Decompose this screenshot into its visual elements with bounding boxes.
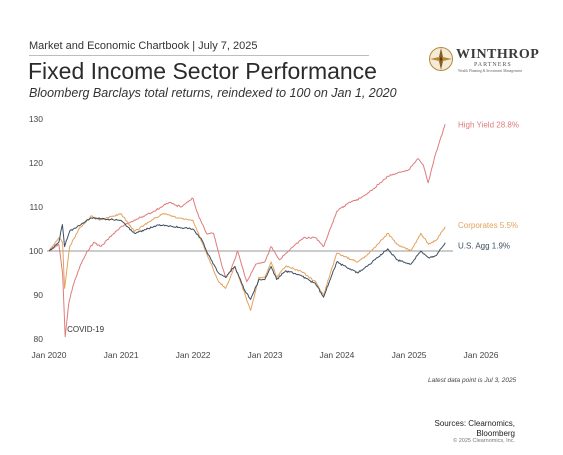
logo-subname: PARTNERS (474, 62, 512, 68)
covid-annotation: COVID-19 (67, 325, 104, 334)
x-axis: Jan 2020 Jan 2021 Jan 2022 Jan 2023 Jan 2024… (32, 350, 499, 360)
y-tick-label: 130 (29, 114, 43, 124)
copyright: © 2025 Clearnomics, Inc. (453, 438, 515, 444)
chartbook-header: Market and Economic Chartbook | July 7, … (29, 40, 258, 52)
y-tick-label: 100 (29, 246, 43, 256)
compass-rose-icon (429, 47, 453, 71)
x-tick-label: Jan 2020 (32, 350, 67, 360)
chart-title: Fixed Income Sector Performance (28, 58, 377, 84)
y-axis: 80 90 100 110 120 130 (29, 114, 43, 344)
x-tick-label: Jan 2021 (104, 350, 139, 360)
y-tick-label: 120 (29, 158, 43, 168)
series-end-label: Corporates 5.5% (458, 221, 518, 230)
series-end-label: High Yield 28.8% (458, 120, 519, 129)
series-line-high-yield (48, 124, 446, 338)
x-tick-label: Jan 2026 (464, 350, 499, 360)
series-layer (47, 124, 453, 338)
logo-tagline: Wealth Planning & Investment Management (458, 69, 522, 73)
x-tick-label: Jan 2025 (392, 350, 427, 360)
logo-name: WINTHROP (456, 47, 540, 62)
x-tick-label: Jan 2022 (176, 350, 211, 360)
series-line-u-s-agg (48, 216, 446, 300)
series-end-label: U.S. Agg 1.9% (458, 242, 510, 251)
y-tick-label: 110 (29, 202, 43, 212)
sources: Sources: Clearnomics, Bloomberg (435, 419, 515, 439)
chart-subtitle: Bloomberg Barclays total returns, reinde… (29, 86, 397, 100)
y-tick-label: 90 (34, 290, 44, 300)
sources-line-2: Bloomberg (476, 429, 515, 438)
latest-data-note: Latest data point is Jul 3, 2025 (428, 377, 517, 384)
x-tick-label: Jan 2024 (319, 350, 354, 360)
x-tick-label: Jan 2023 (248, 350, 283, 360)
series-line-corporates (48, 213, 446, 311)
sources-line-1: Sources: Clearnomics, (434, 419, 515, 428)
y-tick-label: 80 (34, 334, 44, 344)
header-divider (29, 55, 369, 56)
winthrop-logo: WINTHROP PARTNERS Wealth Planning & Inve… (428, 46, 540, 76)
label-layer: High Yield 28.8% Corporates 5.5% U.S. Agg … (67, 120, 519, 334)
